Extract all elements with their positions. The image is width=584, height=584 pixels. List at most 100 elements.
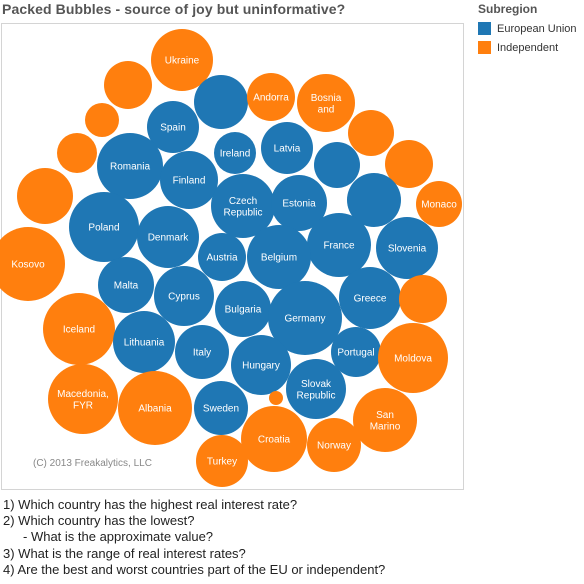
bubble[interactable] [307,418,361,472]
bubble-label: Greece [354,294,387,305]
bubble[interactable] [118,371,192,445]
bubble[interactable] [331,327,381,377]
bubble[interactable] [385,140,433,188]
bubble[interactable] [269,391,283,405]
bubble[interactable] [43,293,115,365]
bubble[interactable] [48,364,118,434]
bubble-label: Germany [284,314,325,325]
bubble[interactable] [297,74,355,132]
bubble[interactable] [214,132,256,174]
bubble[interactable] [0,227,65,301]
bubble-label: Albania [138,404,172,415]
bubble-label: Moldova [394,354,432,365]
bubble-label: San Marino [370,410,401,433]
bubble[interactable] [154,266,214,326]
bubble[interactable] [151,29,213,91]
bubble[interactable] [353,388,417,452]
bubble[interactable] [247,73,295,121]
bubble[interactable] [376,217,438,279]
bubble-label: Iceland [63,325,95,336]
bubble[interactable] [241,406,307,472]
bubble[interactable] [198,233,246,281]
bubble[interactable] [271,175,327,231]
bubble-label: Macedonia, FYR [57,389,109,412]
bubble-label: Portugal [337,348,374,359]
bubble-label: Poland [88,223,119,234]
bubble-label: Sweden [203,404,239,415]
chart-title: Packed Bubbles - source of joy but uninf… [2,1,346,17]
bubble-label: Romania [110,162,150,173]
bubble[interactable] [17,168,73,224]
bubble[interactable] [147,101,199,153]
bubble[interactable] [85,103,119,137]
bubble[interactable] [104,61,152,109]
bubble[interactable] [247,225,311,289]
legend-item-european-union[interactable]: European Union [478,19,582,38]
bubble[interactable] [211,174,275,238]
bubble-label: Hungary [242,361,280,372]
bubble[interactable] [261,122,313,174]
bubble-label: Austria [206,253,238,264]
legend: Subregion European Union Independent [478,2,582,57]
bubble-label: Spain [160,123,186,134]
question-list: 1) Which country has the highest real in… [3,497,385,578]
legend-swatch [478,41,491,54]
bubble[interactable] [348,110,394,156]
bubble[interactable] [215,281,271,337]
question-4: 4) Are the best and worst countries part… [3,561,386,577]
bubble[interactable] [196,435,248,487]
bubble[interactable] [399,275,447,323]
bubble[interactable] [97,133,163,199]
bubble-label: Lithuania [124,338,165,349]
bubble-label: Kosovo [11,260,45,271]
bubble-label: Belgium [261,253,297,264]
legend-label: Independent [497,41,559,54]
bubble-label: Croatia [258,435,291,446]
bubble-label: Czech Republic [224,196,263,219]
bubble-label: Ukraine [165,56,200,67]
bubble-label: Cyprus [168,292,200,303]
bubble[interactable] [268,281,342,355]
bubble-label: France [323,241,355,252]
watermark: (C) 2013 Freakalytics, LLC [33,458,152,469]
bubble-label: Ireland [220,149,251,160]
question-1: 1) Which country has the highest real in… [3,497,298,512]
bubble-label: Bosnia and [311,93,342,116]
question-3: 3) What is the range of real interest ra… [3,545,246,561]
bubble-label: Bulgaria [225,305,262,316]
bubble[interactable] [175,325,229,379]
bubble[interactable] [160,151,218,209]
bubble-label: Slovenia [388,244,427,255]
bubble[interactable] [113,311,175,373]
bubble[interactable] [307,213,371,277]
bubble-label: Estonia [282,199,316,210]
legend-title: Subregion [478,2,538,16]
bubble[interactable] [98,257,154,313]
bubble[interactable] [57,133,97,173]
bubble-label: Italy [193,348,211,359]
bubble[interactable] [194,75,248,129]
legend-item-independent[interactable]: Independent [478,38,582,57]
bubble[interactable] [69,192,139,262]
bubble-label: Andorra [253,93,289,104]
bubble[interactable] [194,381,248,435]
legend-label: European Union [497,22,577,35]
bubble[interactable] [231,335,291,395]
bubble[interactable] [286,359,346,419]
legend-swatch [478,22,491,35]
bubble-label: Slovak Republic [297,379,336,402]
bubble-label: Finland [173,176,206,187]
question-2-sub: - What is the approximate value? [23,529,214,545]
bubble-label: Latvia [274,144,301,155]
bubble[interactable] [137,206,199,268]
bubble[interactable] [339,267,401,329]
bubble-label: Monaco [421,200,457,211]
bubble-label: Norway [317,441,351,452]
bubble-label: Turkey [207,457,237,468]
bubble[interactable] [347,173,401,227]
bubble[interactable] [416,181,462,227]
bubble-label: Denmark [148,233,190,244]
bubble[interactable] [378,323,448,393]
bubble[interactable] [314,142,360,188]
